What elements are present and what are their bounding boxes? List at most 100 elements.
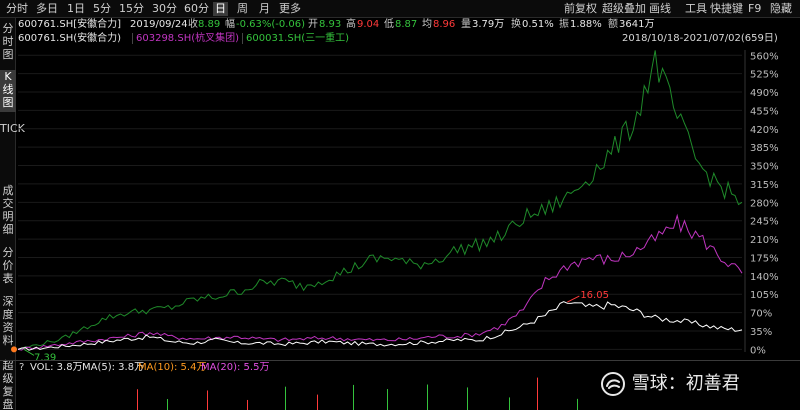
side-tab-timeshare[interactable]: 分时图: [2, 22, 14, 61]
turnover-label: 换: [511, 19, 521, 30]
amplitude-value: 1.88%: [570, 19, 602, 30]
xueqiu-watermark: 雪球：初善君: [600, 370, 740, 398]
volume-label: 量: [461, 19, 471, 30]
volume-bar: [467, 387, 468, 410]
amplitude-label: 振: [559, 19, 569, 30]
legend-divider: [242, 33, 243, 44]
y-tick-label: 280%: [750, 198, 779, 209]
period-multiday[interactable]: 多日: [36, 2, 58, 15]
high-marker-line: [567, 295, 580, 303]
y-tick-label: 315%: [750, 180, 779, 191]
high-marker-label: 16.05: [580, 290, 609, 301]
side-tab-strip: 分时图 K线图 TICK 成交明细 分价表 深度资料 超级复盘: [0, 18, 25, 410]
period-day[interactable]: 日: [213, 2, 228, 16]
quote-info-row: 600761.SH[安徽合力] 2019/09/24 收 8.89 幅 -0.6…: [18, 18, 800, 32]
y-tick-label: 70%: [750, 309, 772, 320]
open-label: 开: [308, 19, 318, 30]
period-week[interactable]: 周: [237, 2, 248, 15]
series-line-2: [17, 213, 743, 351]
y-tick-label: 245%: [750, 217, 779, 228]
y-tick-label: 35%: [750, 327, 772, 338]
volume-bar: [387, 389, 388, 410]
change-label: 幅: [225, 19, 235, 30]
watermark-text: 雪球：初善君: [631, 373, 740, 394]
volume-bar: [353, 384, 354, 410]
side-tab-trade-detail[interactable]: 成交明细: [2, 184, 14, 236]
f9-button[interactable]: F9: [748, 2, 762, 15]
ma10-value: MA(10): 5.4万: [138, 362, 207, 373]
legend-series-2[interactable]: 603298.SH(杭叉集团): [136, 33, 240, 44]
amount-value: 3641万: [619, 19, 655, 30]
legend-divider: [132, 33, 133, 44]
tools-button[interactable]: 工具: [685, 2, 707, 15]
volume-bar: [137, 389, 138, 410]
avg-value: 8.96: [433, 19, 456, 30]
close-label: 收: [188, 19, 198, 30]
super-overlay-button[interactable]: 超级叠加: [602, 2, 646, 15]
volume-bar: [207, 390, 208, 410]
volume-indicator-bar: ? VOL: 3.8万 MA(5): 3.8万 MA(10): 5.4万 MA(…: [0, 360, 800, 374]
y-tick-label: 210%: [750, 235, 779, 246]
y-tick-label: 420%: [750, 125, 779, 136]
period-1min[interactable]: 1日: [67, 2, 85, 15]
y-tick-label: 350%: [750, 162, 779, 173]
side-tab-depth-info[interactable]: 深度资料: [2, 295, 14, 347]
period-60min[interactable]: 60分: [184, 2, 209, 15]
ma20-value: MA(20): 5.5万: [201, 362, 270, 373]
ma5-value: MA(5): 3.8万: [82, 362, 145, 373]
y-tick-label: 455%: [750, 106, 779, 117]
period-15min[interactable]: 15分: [119, 2, 144, 15]
avg-label: 均: [422, 19, 432, 30]
quote-date: 2019/09/24: [130, 19, 188, 30]
y-tick-label: 0%: [750, 345, 766, 356]
period-30min[interactable]: 30分: [152, 2, 177, 15]
close-value: 8.89: [198, 19, 221, 30]
shortcut-key-button[interactable]: 快捷键: [710, 2, 743, 15]
volume-bar: [247, 399, 248, 410]
y-tick-label: 385%: [750, 143, 779, 154]
legend-series-1[interactable]: 600761.SH(安徽合力): [18, 33, 122, 44]
low-marker-label: 7.39: [34, 352, 56, 360]
y-tick-label: 560%: [750, 51, 779, 62]
volume-bar: [167, 398, 168, 410]
series-line-1: [17, 301, 743, 351]
period-5min[interactable]: 5分: [93, 2, 111, 15]
comparison-chart[interactable]: 560% 525% 490% 455% 420% 385% 350% 315% 280% 245%…: [0, 44, 800, 360]
open-value: 8.93: [319, 19, 342, 30]
volume-bar: [427, 384, 428, 410]
side-tab-super-replay[interactable]: 超级复盘: [2, 359, 14, 410]
series-line-3: [17, 50, 743, 350]
low-value: 8.87: [395, 19, 418, 30]
change-value: -0.63%(-0.06): [236, 19, 306, 30]
side-tab-kline[interactable]: K线图: [0, 70, 16, 112]
volume-bar: [577, 398, 578, 410]
volume-bar: [285, 386, 286, 410]
turnover-value: 0.51%: [522, 19, 554, 30]
y-tick-label: 490%: [750, 88, 779, 99]
forward-adjust-button[interactable]: 前复权: [564, 2, 597, 15]
volume-bar: [317, 394, 318, 410]
period-more[interactable]: 更多: [279, 2, 301, 15]
y-tick-label: 105%: [750, 290, 779, 301]
date-range: 2018/10/18-2021/07/02(659日): [622, 33, 778, 44]
y-tick-label: 140%: [750, 272, 779, 283]
volume-bar: [537, 377, 538, 410]
low-marker-line: [23, 348, 35, 356]
draw-line-button[interactable]: 画线: [649, 2, 671, 15]
period-month[interactable]: 月: [259, 2, 270, 15]
low-label: 低: [384, 19, 394, 30]
legend-series-3[interactable]: 600031.SH(三一重工): [246, 33, 350, 44]
period-timeshare[interactable]: 分时: [6, 2, 28, 15]
amount-label: 额: [608, 19, 618, 30]
hide-button[interactable]: 隐藏: [770, 2, 792, 15]
y-tick-label: 175%: [750, 253, 779, 264]
low-marker-dot: [11, 346, 17, 353]
side-tab-price-table[interactable]: 分价表: [2, 246, 14, 285]
xueqiu-logo-icon: [601, 372, 625, 396]
high-value: 9.04: [357, 19, 380, 30]
period-toolbar: 分时 多日 1日 5分 15分 30分 60分 日 周 月 更多 前复权 超级叠…: [0, 0, 800, 18]
volume-bar: [509, 397, 510, 410]
help-icon[interactable]: ?: [19, 362, 25, 373]
volume-bars-area: [137, 377, 578, 410]
